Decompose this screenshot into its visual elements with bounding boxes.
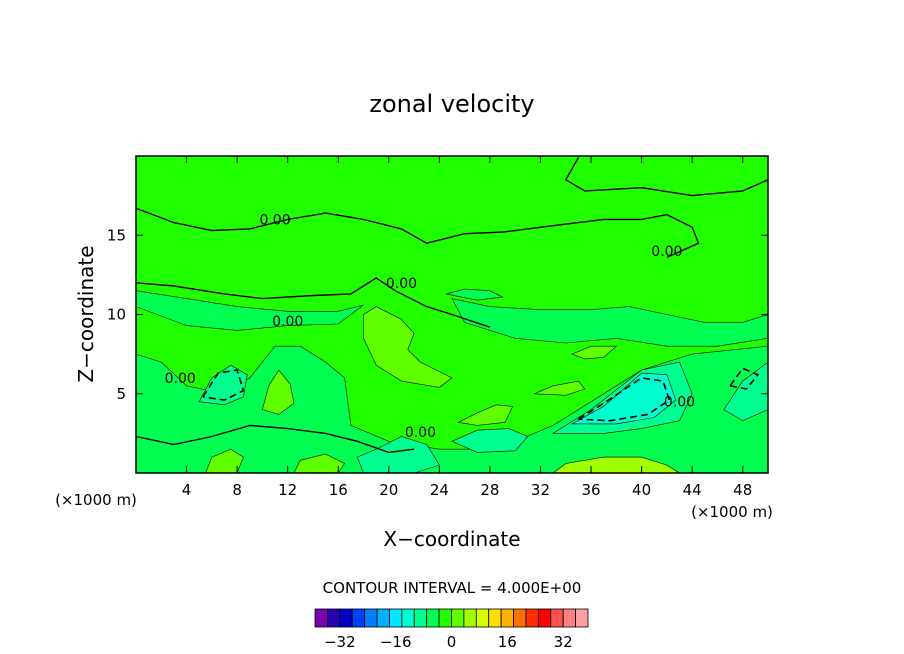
- colorbar-swatch: [475, 608, 490, 628]
- region-band-mid: [135, 290, 364, 331]
- x-tick-label: 48: [733, 481, 752, 499]
- colorbar-swatch: [376, 608, 390, 628]
- colorbar-swatch: [562, 608, 576, 628]
- contour-lines: [135, 157, 769, 454]
- colorbar-swatch: [351, 608, 366, 628]
- y-axis-label: Z−coordinate: [74, 245, 98, 382]
- y-axis: 5 10 15: [107, 226, 768, 403]
- y-tick-label: 10: [107, 306, 126, 324]
- colorbar: [314, 608, 589, 628]
- y-tick-label: 5: [116, 385, 126, 403]
- zero-contour-lower: [135, 424, 415, 454]
- colorbar-swatch: [513, 608, 527, 628]
- colorbar-swatch: [314, 608, 328, 628]
- x-tick-label: 4: [182, 481, 192, 499]
- neg-contour-core: [577, 377, 671, 422]
- colorbar-tick-label: 0: [447, 633, 457, 651]
- plot-area: 0.00 0.00 0.00 0.00 0.00 0.00 0.00: [135, 155, 769, 474]
- y-tick-label: 15: [107, 226, 126, 244]
- neg-contour-left: [202, 369, 245, 401]
- x-tick-label: 40: [632, 481, 651, 499]
- x-tick-label: 36: [581, 481, 600, 499]
- colorbar-ticks: −32 −16 0 16 32: [324, 633, 573, 651]
- colorbar-swatch: [488, 608, 502, 628]
- colorbar-swatch: [575, 608, 589, 628]
- contour-label: 0.00: [405, 425, 436, 441]
- x-tick-label: 12: [278, 481, 297, 499]
- zero-contour-upper: [135, 207, 700, 259]
- colorbar-tick-label: 16: [498, 633, 517, 651]
- colorbar-swatch: [525, 608, 539, 628]
- contour-label: 0.00: [272, 314, 303, 330]
- colorbar-tick-label: 32: [554, 633, 573, 651]
- x-tick-label: 20: [379, 481, 398, 499]
- region-neg-f: [445, 288, 504, 301]
- x-tick-label: 44: [683, 481, 702, 499]
- colorbar-swatch: [426, 608, 440, 628]
- region-pos-d: [534, 380, 586, 396]
- region-neg-core: [570, 372, 677, 425]
- x-tick-label: 32: [531, 481, 550, 499]
- region-pos-b: [262, 369, 295, 415]
- region-pos-h: [571, 345, 618, 360]
- x-unit-label: (×1000 m): [55, 491, 137, 509]
- x-axis-label: X−coordinate: [383, 527, 520, 551]
- contour-label: 0.00: [664, 395, 695, 411]
- colorbar-tick-label: −16: [380, 633, 412, 651]
- contour-interval-label: CONTOUR INTERVAL = 4.000E+00: [323, 579, 582, 597]
- zero-contour-right: [564, 157, 769, 197]
- x-tick-label: 16: [329, 481, 348, 499]
- contour-label: 0.00: [386, 276, 417, 292]
- colorbar-swatch: [413, 608, 428, 628]
- region-neg-d: [451, 428, 529, 453]
- x-tick-label: 8: [232, 481, 242, 499]
- region-pos-a: [363, 306, 453, 388]
- region-pos-c: [457, 404, 514, 426]
- colorbar-swatch: [550, 608, 564, 628]
- colorbar-swatch: [364, 608, 378, 628]
- x-axis: 4 8 12 16 20 24 28 32 36 40 44 48: [182, 156, 752, 499]
- colorbar-swatch: [451, 608, 465, 628]
- colorbar-swatch: [339, 608, 353, 628]
- contour-label: 0.00: [651, 244, 682, 260]
- contour-labels: 0.00 0.00 0.00 0.00 0.00 0.00 0.00: [165, 212, 695, 440]
- x-unit-label-right: (×1000 m): [691, 503, 773, 521]
- colorbar-swatch: [438, 608, 452, 628]
- colorbar-swatch: [500, 608, 514, 628]
- colorbar-swatch: [463, 608, 477, 628]
- chart-title: zonal velocity: [369, 90, 534, 118]
- colorbar-tick-label: −32: [324, 633, 356, 651]
- contour-label: 0.00: [165, 371, 196, 387]
- contour-label: 0.00: [259, 212, 290, 228]
- neg-contour-right: [729, 367, 760, 390]
- colorbar-swatch: [389, 608, 403, 628]
- colorbar-swatch: [401, 608, 415, 628]
- x-tick-label: 28: [480, 481, 499, 499]
- colorbar-swatch: [327, 608, 341, 628]
- colorbar-swatch: [537, 608, 552, 628]
- zero-contour-mid: [135, 277, 491, 328]
- x-tick-label: 24: [430, 481, 449, 499]
